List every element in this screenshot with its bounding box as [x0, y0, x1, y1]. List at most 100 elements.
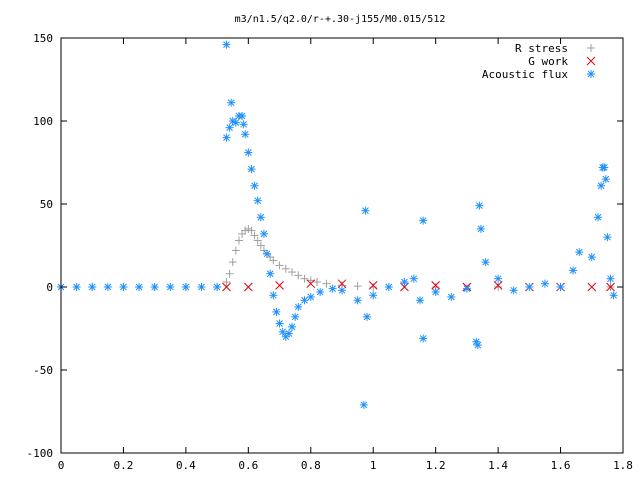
data-point [294, 302, 303, 311]
data-point [213, 283, 222, 291]
data-point [575, 248, 584, 257]
data-point [369, 283, 378, 291]
data-point [431, 287, 440, 296]
data-point [234, 236, 243, 245]
data-point [313, 278, 322, 287]
data-point [275, 319, 284, 328]
data-point [353, 296, 362, 305]
data-point [322, 279, 331, 288]
y-tick-label: -50 [33, 364, 53, 377]
data-point [288, 268, 297, 277]
y-axis: 150 100 50 0 -50 -100 [27, 32, 623, 460]
data-point [239, 120, 248, 129]
data-point [238, 112, 247, 121]
data-point [587, 282, 597, 292]
data-point [225, 269, 234, 278]
data-point [609, 291, 618, 300]
data-point [288, 322, 297, 331]
data-point [135, 283, 144, 291]
data-point [569, 266, 578, 275]
data-point [419, 334, 428, 343]
x-tick-label: 1.8 [613, 459, 633, 472]
data-point [337, 279, 347, 289]
data-point [419, 216, 428, 225]
data-point [256, 241, 265, 250]
data-point [269, 291, 278, 300]
data-point [300, 274, 309, 283]
data-point [361, 206, 370, 215]
data-point [281, 264, 290, 273]
data-point [597, 181, 606, 190]
data-point [587, 253, 596, 262]
x-tick-label: 1.2 [426, 459, 446, 472]
data-point [253, 236, 262, 245]
data-point [306, 292, 315, 301]
data-point [231, 246, 240, 255]
plot-frame [60, 37, 624, 454]
y-tick-label: 0 [46, 281, 53, 294]
legend-swatch [586, 56, 596, 66]
data-point [353, 282, 362, 291]
data-point [150, 283, 159, 291]
data-point [227, 98, 236, 107]
data-point [476, 224, 485, 233]
data-point [72, 283, 81, 291]
data-point [473, 341, 482, 350]
legend-label: R stress [515, 42, 568, 55]
data-point [181, 283, 190, 291]
data-point [472, 337, 481, 346]
data-point [272, 307, 281, 316]
data-point [384, 283, 393, 291]
x-tick-label: 0.2 [114, 459, 134, 472]
data-point [369, 291, 378, 300]
data-point [594, 213, 603, 222]
data-point [231, 118, 240, 127]
data-point [494, 283, 503, 291]
x-tick-label: 0.4 [176, 459, 196, 472]
data-point [368, 280, 378, 290]
data-point [606, 282, 615, 292]
data-point [606, 274, 615, 283]
x-tick-label: 0 [58, 459, 65, 472]
data-point [600, 163, 609, 172]
data-point [338, 286, 346, 295]
series-r-stress [57, 224, 615, 291]
data-marks [57, 40, 618, 409]
data-point [222, 133, 231, 142]
data-point [603, 233, 612, 242]
y-tick-label: 50 [40, 198, 53, 211]
data-point [284, 329, 293, 338]
y-tick-label: -100 [27, 447, 54, 460]
data-point [509, 286, 518, 295]
data-point [462, 284, 471, 293]
data-point [243, 282, 253, 292]
data-point [222, 282, 231, 292]
data-point [166, 283, 175, 291]
data-point [359, 400, 368, 409]
data-point [300, 296, 309, 305]
data-point [306, 279, 316, 289]
data-point [269, 256, 278, 265]
data-point [493, 280, 503, 290]
data-point [197, 283, 206, 291]
x-tick-label: 0.8 [301, 459, 321, 472]
data-point [241, 130, 250, 139]
x-axis: 0 0.2 0.4 0.6 0.8 1 1.2 1.4 1.6 1.8 [58, 38, 633, 472]
data-point [222, 278, 231, 287]
data-point [291, 312, 300, 321]
data-point [222, 40, 231, 49]
legend-label: Acoustic flux [482, 68, 568, 81]
data-point [275, 280, 284, 290]
legend-label: G work [528, 55, 568, 68]
data-point [525, 283, 534, 291]
data-point [362, 312, 371, 321]
data-point [263, 249, 272, 258]
data-point [225, 123, 234, 132]
data-point [275, 261, 284, 270]
data-point [247, 165, 256, 174]
data-point [556, 283, 565, 291]
data-point [228, 258, 237, 267]
x-tick-label: 1 [370, 459, 377, 472]
